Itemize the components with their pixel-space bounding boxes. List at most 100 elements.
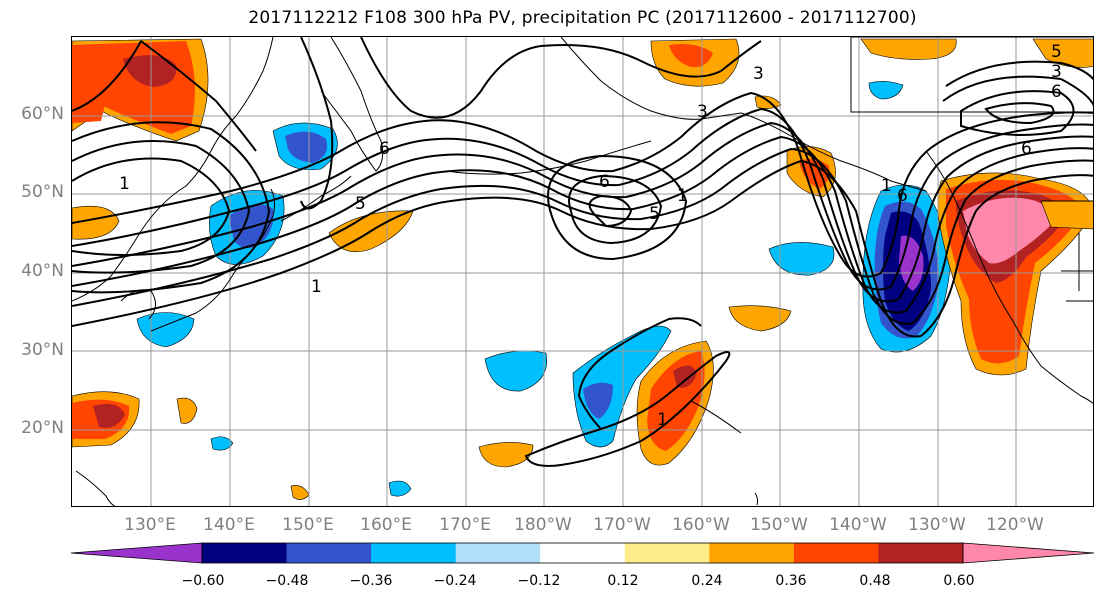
- colorbar-segment: [202, 543, 288, 563]
- contour-west-loop-3: [72, 121, 271, 294]
- contour-west-loop-1: [72, 157, 231, 256]
- contour-label: 1: [311, 277, 322, 297]
- colorbar-segment: [709, 543, 795, 563]
- shade-topleft-darkred: [123, 55, 177, 87]
- contour-label: 6: [1021, 139, 1032, 159]
- lat-label-40n: 40°N: [21, 261, 64, 281]
- contour-label: 3: [697, 102, 708, 122]
- contour-east-loop-4: [945, 60, 1093, 87]
- contour-ridge-north: [72, 40, 257, 152]
- shade-east-pink: [963, 197, 1055, 264]
- lon-label-160e: 160°E: [360, 515, 412, 535]
- lat-label-50n: 50°N: [21, 182, 64, 202]
- colorbar-segment: [286, 543, 372, 563]
- contour-6: [72, 91, 1093, 278]
- shade-central-blue-right: [768, 242, 835, 276]
- contour-label: 6: [897, 186, 908, 206]
- contour-east-loop-3: [942, 75, 1093, 107]
- shade-okhotsk-blue: [285, 131, 328, 163]
- colorbar: [70, 542, 1095, 564]
- shade-small-orange-b: [290, 485, 310, 500]
- coast-kuril: [280, 175, 352, 222]
- contour-3: [72, 135, 1093, 314]
- colorbar-segment: [371, 543, 457, 563]
- colorbar-segments: [70, 542, 1095, 564]
- colorbar-tick: −0.48: [265, 573, 309, 589]
- coast-se-islands: [754, 492, 759, 506]
- shade-north-blue-e: [868, 81, 904, 100]
- shade-central-blue-core: [583, 382, 613, 419]
- lon-label-130e: 130°E: [124, 515, 176, 535]
- gridlines: [72, 37, 1093, 506]
- shade-small-blue-b: [388, 480, 412, 497]
- colorbar-tick: −0.12: [517, 573, 561, 589]
- colorbar-tick: 0.48: [859, 573, 891, 589]
- lat-label-60n: 60°N: [21, 104, 64, 124]
- colorbar-segment: [540, 543, 626, 563]
- map-title: 2017112212 F108 300 hPa PV, precipitatio…: [248, 8, 917, 28]
- contour-south-trough-arm: [577, 317, 702, 430]
- coast-sw-islands: [75, 470, 116, 506]
- lon-label-170e: 170°E: [439, 515, 491, 535]
- colorbar-tick: 0.60: [943, 573, 975, 589]
- contour-label: 1: [119, 174, 130, 194]
- shade-central-orange-b: [478, 442, 534, 468]
- contour-label: 6: [379, 139, 390, 159]
- shade-central-darkred: [673, 365, 697, 388]
- colorbar-over-extension: [962, 542, 1095, 564]
- colorbar-tick: 0.12: [607, 573, 639, 589]
- contour-labels: 1 6 5 6 5 1 3 3 6 1 6 1 5 3 6 1: [119, 42, 1062, 430]
- colorbar-tick: 0.24: [691, 573, 723, 589]
- contour-label: 5: [1051, 42, 1062, 62]
- colorbar-tick: −0.60: [181, 573, 225, 589]
- colorbar-segment: [455, 543, 541, 563]
- contour-north-central: [360, 37, 762, 119]
- lat-label-30n: 30°N: [21, 340, 64, 360]
- colorbar-tick: 0.36: [775, 573, 807, 589]
- contour-4: [72, 121, 1093, 303]
- contour-label: 6: [1051, 82, 1062, 102]
- colorbar-segment: [793, 543, 879, 563]
- map-panel: 1 6 5 6 5 1 3 3 6 1 6 1 5 3 6 1: [71, 36, 1094, 507]
- lon-label-150w: 150°W: [750, 515, 808, 535]
- lon-label-130w: 130°W: [908, 515, 966, 535]
- lon-label-170w: 170°W: [593, 515, 651, 535]
- coast-alaska: [560, 37, 927, 192]
- colorbar-outline: [201, 542, 964, 564]
- lon-label-160w: 160°W: [672, 515, 730, 535]
- lon-label-140w: 140°W: [829, 515, 887, 535]
- lat-label-20n: 20°N: [21, 418, 64, 438]
- lon-label-150e: 150°E: [282, 515, 334, 535]
- colorbar-segment: [878, 543, 964, 563]
- colorbar-tick: −0.24: [433, 573, 477, 589]
- coast-border: [1041, 200, 1093, 302]
- shade-small-orange-a: [176, 397, 198, 424]
- contour-east-loop-1: [984, 102, 1055, 125]
- shade-small-blue-a: [210, 436, 234, 451]
- contour-cutoff-2: [568, 174, 663, 245]
- lon-label-140e: 140°E: [203, 515, 255, 535]
- contour-2: [72, 147, 1093, 325]
- contour-west-loop-2: [72, 140, 251, 274]
- lon-label-180w: 180°W: [514, 515, 572, 535]
- contour-label: 1: [677, 186, 688, 206]
- shade-central-blue-left: [484, 350, 548, 392]
- shade-north-orange-b: [754, 95, 782, 109]
- contour-label: 1: [881, 176, 892, 196]
- shade-central-orange-c: [728, 305, 792, 332]
- contour-south-trough: [524, 351, 731, 467]
- colorbar-segment: [624, 543, 710, 563]
- shade-north-orange-d: [860, 38, 957, 60]
- lon-label-120w: 120°W: [986, 515, 1044, 535]
- contour-east-loop-2: [960, 90, 1075, 136]
- contour-cutoff-1: [588, 194, 633, 228]
- shade-west-orange: [72, 205, 120, 240]
- coast-kamchatka: [320, 37, 384, 172]
- coast-hawaii: [690, 400, 742, 434]
- colorbar-under-extension: [70, 542, 203, 564]
- contour-label: 3: [1051, 62, 1062, 82]
- contour-label: 5: [649, 204, 660, 224]
- contour-cutoff-3: [547, 154, 688, 261]
- contour-label: 3: [753, 64, 764, 84]
- contour-kamchatka-loop: [300, 37, 334, 210]
